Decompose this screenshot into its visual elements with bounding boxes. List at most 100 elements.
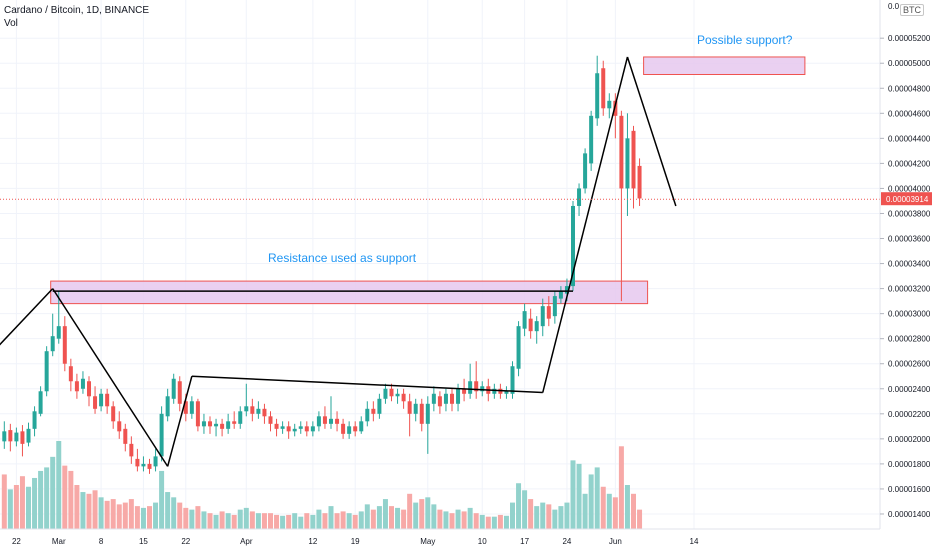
candle-body: [87, 381, 91, 397]
candle-body: [401, 393, 406, 402]
volume-bar: [310, 514, 316, 529]
candle-body: [226, 421, 231, 429]
volume-bars: [1, 441, 643, 529]
candle-body: [298, 426, 303, 429]
candle-body: [341, 423, 346, 434]
volume-bar: [1, 474, 7, 529]
price-tick-label: 0.00002400: [888, 385, 931, 394]
volume-bar: [74, 485, 80, 529]
candle-body: [195, 401, 200, 427]
candle-body: [93, 396, 98, 409]
volume-bar: [637, 509, 643, 529]
price-axis-unit-badge[interactable]: BTC: [900, 4, 924, 16]
candle-body: [316, 416, 321, 427]
candle-body: [571, 205, 575, 287]
volume-bar: [328, 506, 334, 529]
time-tick-label: May: [420, 537, 435, 546]
candle-body: [625, 138, 630, 189]
candle-body: [232, 421, 237, 424]
volume-bar: [564, 502, 570, 529]
candle-body: [208, 421, 212, 427]
candle-body: [534, 321, 539, 332]
candle-body: [147, 463, 152, 469]
candle-body: [62, 326, 67, 364]
candle-body: [516, 326, 521, 369]
volume-bar: [171, 497, 177, 529]
price-tick-label: 0.00003400: [888, 260, 931, 269]
candle-body: [347, 426, 352, 434]
candle-body: [171, 378, 176, 399]
volume-bar: [389, 506, 394, 529]
time-tick-label: 17: [520, 537, 529, 546]
candle-body: [540, 306, 545, 327]
time-tick-label: Mar: [52, 537, 66, 546]
volume-bar: [443, 511, 449, 529]
volume-bar: [50, 456, 56, 529]
price-tick-label: 0.00004200: [888, 159, 931, 168]
candle-body: [437, 396, 442, 407]
candle-body: [407, 401, 412, 414]
time-tick-label: 22: [12, 537, 21, 546]
volume-bar: [153, 502, 159, 529]
candle-body: [395, 393, 400, 397]
price-tick-label: 0.00002600: [888, 360, 931, 369]
candle-body: [552, 296, 557, 317]
price-tick-label: 0.00002800: [888, 335, 931, 344]
price-tick-label: 0.00004600: [888, 109, 931, 118]
volume-bar: [134, 506, 140, 529]
time-tick-label: 10: [478, 537, 487, 546]
candle-body: [601, 68, 606, 109]
time-tick-label: 12: [308, 537, 317, 546]
candle-body: [431, 393, 436, 404]
candle-body: [14, 432, 19, 442]
time-tick-label: 24: [562, 537, 571, 546]
candle-body: [613, 100, 618, 116]
volume-bar: [437, 509, 443, 529]
candle-body: [26, 428, 31, 443]
candle-body: [583, 153, 588, 189]
current-price-label: 0.00003914: [886, 195, 929, 204]
candle-body: [44, 351, 49, 392]
candle-body: [468, 381, 473, 394]
price-tick-label: 0.00003200: [888, 285, 931, 294]
candle-body: [456, 388, 461, 404]
candle-body: [8, 430, 13, 442]
volume-bar: [631, 493, 636, 529]
price-tick-label: 0.00004400: [888, 134, 931, 143]
volume-bar: [292, 513, 298, 529]
zones: Resistance used as support Possible suppo…: [50, 33, 806, 305]
price-tick-label: 0.00005200: [888, 34, 931, 43]
candle-body: [244, 406, 249, 412]
volume-bar: [419, 499, 425, 529]
volume-bar: [110, 499, 116, 529]
candle-body: [238, 411, 243, 424]
candle-body: [510, 366, 515, 394]
candle-body: [141, 463, 146, 467]
volume-bar: [177, 502, 183, 529]
volume-bar: [618, 446, 624, 529]
zone-label: Possible support?: [697, 33, 793, 47]
volume-bar: [147, 506, 152, 529]
candle-body: [377, 398, 382, 414]
candle-body: [419, 403, 424, 424]
volume-bar: [407, 493, 413, 529]
candle-body: [129, 443, 134, 457]
volume-bar: [159, 470, 165, 529]
candle-body: [619, 115, 624, 189]
candle-body: [177, 381, 182, 404]
time-tick-label: Apr: [240, 537, 253, 546]
candle-body: [32, 411, 37, 429]
volume-bar: [140, 507, 146, 529]
candle-body: [450, 393, 454, 404]
volume-bar: [13, 485, 19, 529]
price-tick-label: 0.00003600: [888, 235, 931, 244]
volume-bar: [497, 514, 503, 529]
volume-bar: [516, 483, 522, 529]
volume-bar: [606, 493, 612, 529]
zone-box: [643, 56, 806, 75]
volume-bar: [467, 507, 473, 529]
volume-bar: [237, 509, 243, 529]
volume-bar: [189, 509, 195, 529]
